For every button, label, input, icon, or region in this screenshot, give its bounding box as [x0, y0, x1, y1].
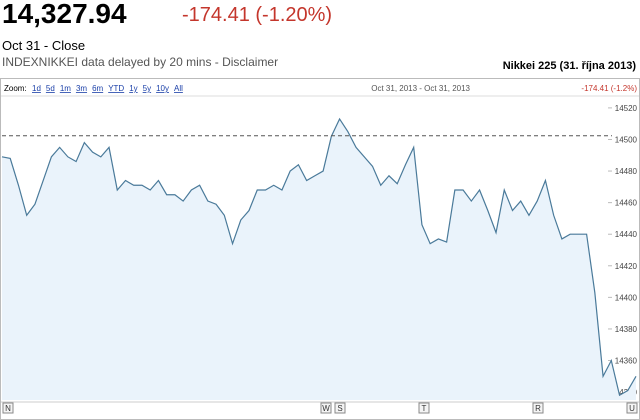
news-flag-label: N: [5, 404, 11, 413]
y-tick-label: 14520: [615, 104, 638, 113]
news-flag[interactable]: [320, 402, 332, 414]
y-tick-label: 14500: [615, 135, 638, 144]
zoom-label: Zoom:: [4, 84, 27, 93]
price-change: -174.41 (-1.20%): [182, 4, 333, 26]
news-flag[interactable]: [2, 402, 14, 414]
news-flag-label: R: [535, 404, 541, 413]
y-tick-label: 14360: [615, 357, 638, 366]
news-flag[interactable]: [532, 402, 544, 414]
y-tick-label: 14400: [615, 293, 638, 302]
zoom-option[interactable]: 6m: [92, 84, 103, 93]
zoom-option[interactable]: YTD: [108, 84, 124, 93]
news-flag-label: W: [322, 404, 330, 413]
price-line: [1, 117, 637, 397]
y-tick-label: 14380: [615, 325, 638, 334]
news-flag-label: T: [422, 404, 427, 413]
news-flag-label: U: [629, 404, 635, 413]
zoom-option[interactable]: 10y: [156, 84, 169, 93]
news-flag-label: S: [337, 404, 342, 413]
close-date: Oct 31 - Close: [2, 38, 86, 53]
zoom-option[interactable]: 1d: [32, 84, 41, 93]
zoom-option[interactable]: 5d: [46, 84, 55, 93]
news-flag[interactable]: [334, 402, 346, 414]
chart: Zoom: Oct 31, 2013 - Oct 31, 2013 -174.4…: [0, 78, 640, 420]
range-text: Oct 31, 2013 - Oct 31, 2013: [371, 84, 470, 93]
news-flag[interactable]: [418, 402, 430, 414]
news-flag[interactable]: [626, 402, 638, 414]
chart-name: Nikkei 225 (31. října 2013): [502, 60, 636, 72]
y-tick-label: 14460: [615, 199, 638, 208]
zoom-option[interactable]: 5y: [143, 84, 151, 93]
y-tick-label: 14420: [615, 262, 638, 271]
y-tick-label: 14440: [615, 230, 638, 239]
y-tick-label: 14480: [615, 167, 638, 176]
range-change: -174.41 (-1.2%): [581, 84, 637, 93]
area: [2, 118, 636, 400]
delay-note: INDEXNIKKEI data delayed by 20 mins - Di…: [2, 55, 279, 69]
zoom-option[interactable]: All: [174, 84, 183, 93]
zoom-option[interactable]: 1m: [60, 84, 71, 93]
zoom-option[interactable]: 3m: [76, 84, 87, 93]
zoom-option[interactable]: 1y: [129, 84, 137, 93]
price: 14,327.94: [2, 0, 127, 29]
